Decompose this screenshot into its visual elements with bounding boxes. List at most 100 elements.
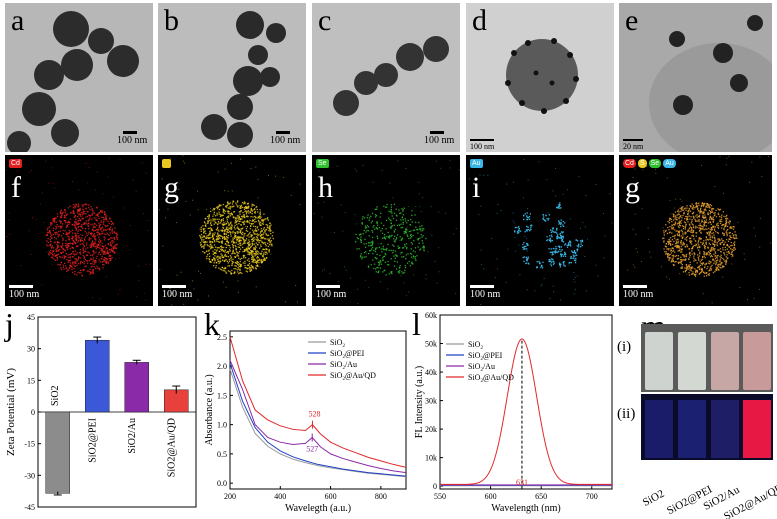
vial-sio2-pei-daylight — [678, 332, 706, 390]
scale-bar-h: 100 nm — [316, 285, 356, 300]
scale-bar-g: 100 nm — [162, 285, 202, 300]
series-line — [229, 360, 407, 474]
panel-m-photos: m (i) (ii) SiO2 SiO2@PEI SiO2/Au SiO2@Au… — [615, 309, 777, 519]
scale-bar-b: 100 nm — [270, 131, 304, 146]
absorbance-line-chart: 200 400 600 800 0.0 0.5 1.0 1.5 2.0 2.5 Wavelegth … — [204, 330, 407, 514]
x-tick-label: 550 — [434, 492, 446, 501]
tem-single-sphere-d — [505, 38, 579, 114]
legend-label: SiO2@Au/QD — [468, 373, 514, 384]
element-tag-s: S — [162, 159, 171, 168]
panel-letter-b: b — [164, 4, 179, 37]
scale-bar-g-overlay: 100 nm — [623, 285, 663, 300]
category-label: SiO2@Au/QD — [166, 418, 177, 477]
vial-sio2-au-qd-uv — [743, 400, 771, 458]
legend-label: SiO2 — [468, 340, 483, 351]
row-label-i: (i) — [617, 339, 632, 355]
se-distribution-dots — [313, 160, 460, 305]
y-tick-label: 20k — [425, 425, 437, 434]
category-label: SiO2 — [50, 385, 61, 406]
panel-letter-g: g — [164, 171, 179, 204]
category-label: SiO2@PEI — [87, 418, 98, 463]
y-tick-label: 40k — [425, 368, 437, 377]
peak-annotation: 527 — [306, 445, 318, 454]
vials-uv-photo — [641, 394, 773, 460]
overlay-distribution-dots — [627, 155, 772, 304]
legend-label: SiO2@Au/QD — [330, 371, 376, 382]
legend-label: SiO2 — [330, 338, 345, 349]
panel-j-zeta-chart: j -45 -30 -15 0 15 30 45 Zeta Potential (mV) SiO… — [0, 309, 200, 519]
y-axis-label: Absorbance (a.u.) — [204, 374, 215, 445]
legend-label: SiO2/Au — [330, 360, 357, 371]
series-line — [229, 336, 407, 468]
overlay-tag-s: S — [637, 159, 647, 168]
scale-bar-i: 100 nm — [470, 285, 510, 300]
tem-spheres-a — [7, 11, 139, 152]
x-tick-label: 400 — [274, 492, 286, 501]
legend-label: SiO2/Au — [468, 362, 495, 373]
plot-frame — [439, 314, 613, 490]
bar — [85, 339, 110, 413]
fl-intensity-line-chart: 550 600 650 700 0 10k 20k 30k 40k 50k 60k Wavelengt… — [414, 311, 613, 514]
panel-c-tem: c 100 nm — [312, 3, 460, 152]
panel-l-fluorescence-chart: l 550 600 650 700 0 10k 20k 30k 40k 50k 60k Wavelen… — [410, 309, 615, 519]
x-tick-label: 650 — [535, 492, 547, 501]
x-tick-label: 700 — [586, 492, 598, 501]
tem-closeup-e — [649, 15, 772, 152]
series-line — [229, 368, 407, 478]
scale-bar-e: 20 nm — [623, 139, 663, 151]
category-label: SiO2/Au — [127, 418, 138, 454]
panel-letter-d: d — [472, 4, 487, 37]
panel-d-tem: d 100 nm — [466, 3, 614, 152]
tem-spheres-b — [201, 11, 286, 148]
peak-wavelength-label: 631 — [516, 478, 528, 487]
panel-f-cd-map: Cd f 100 nm — [5, 155, 153, 306]
y-tick-label: 0 — [433, 482, 437, 491]
panel-g-overlay-map: Cd S Se Au g 100 nm — [619, 155, 772, 306]
y-axis-label: Zeta Potential (mV) — [5, 368, 17, 456]
element-tag-au: Au — [470, 159, 483, 168]
element-tag-se: Se — [316, 159, 329, 168]
vial-sio2-au-daylight — [711, 332, 739, 390]
overlay-tag-au: Au — [663, 159, 676, 168]
row-label-ii: (ii) — [617, 406, 636, 422]
y-tick-label: 0 — [31, 408, 35, 417]
element-tag-cd: Cd — [9, 159, 22, 168]
x-axis-label: Wavelegth (a.u.) — [285, 503, 351, 514]
overlay-tag-cd: Cd — [623, 159, 636, 168]
panel-letter-g-overlay: g — [625, 171, 640, 204]
element-tags-overlay: Cd S Se Au — [623, 159, 676, 168]
scale-bar-a: 100 nm — [117, 131, 151, 146]
vial-labels: SiO2 SiO2@PEI SiO2/Au SiO2@Au/QD — [641, 482, 777, 519]
legend-label: SiO2@PEI — [468, 351, 503, 362]
panel-letter-l: l — [412, 309, 421, 342]
cd-distribution-dots — [5, 157, 153, 301]
panel-letter-f: f — [11, 171, 21, 204]
peak-annotation: 528 — [308, 410, 320, 419]
vial-sio2-uv — [645, 400, 673, 458]
y-tick-label: 1.5 — [217, 391, 227, 400]
y-tick-label: 45 — [27, 313, 35, 322]
panel-letter-c: c — [318, 4, 332, 37]
panel-h-se-map: Se h 100 nm — [312, 155, 460, 306]
y-tick-label: -30 — [24, 471, 35, 480]
y-tick-label: 15 — [27, 376, 35, 385]
vial-sio2-daylight — [645, 332, 673, 390]
vial-sio2-pei-uv — [678, 400, 706, 458]
vial-sio2-au-qd-daylight — [743, 332, 771, 390]
vials-daylight-photo — [641, 324, 773, 392]
y-tick-label: 1.0 — [217, 421, 227, 430]
x-axis-label: Wavelength (nm) — [491, 503, 560, 514]
panel-letter-i: i — [472, 171, 481, 204]
y-tick-label: 50k — [425, 340, 437, 349]
y-tick-label: 30 — [27, 345, 35, 354]
y-tick-label: 2.0 — [217, 362, 227, 371]
scale-bar-d: 100 nm — [470, 139, 510, 151]
vial-label-sio2: SiO2 — [641, 488, 667, 509]
y-tick-label: 10k — [425, 454, 437, 463]
x-tick-label: 600 — [485, 492, 497, 501]
series-line — [229, 363, 407, 477]
panel-e-hrtem: e 20 nm — [619, 3, 772, 152]
panel-k-absorbance-chart: k 200 400 600 800 0.0 0.5 1.0 1.5 2.0 2.5 Wavelegt… — [200, 309, 410, 519]
y-tick-label: 30k — [425, 397, 437, 406]
series-line — [440, 338, 612, 485]
